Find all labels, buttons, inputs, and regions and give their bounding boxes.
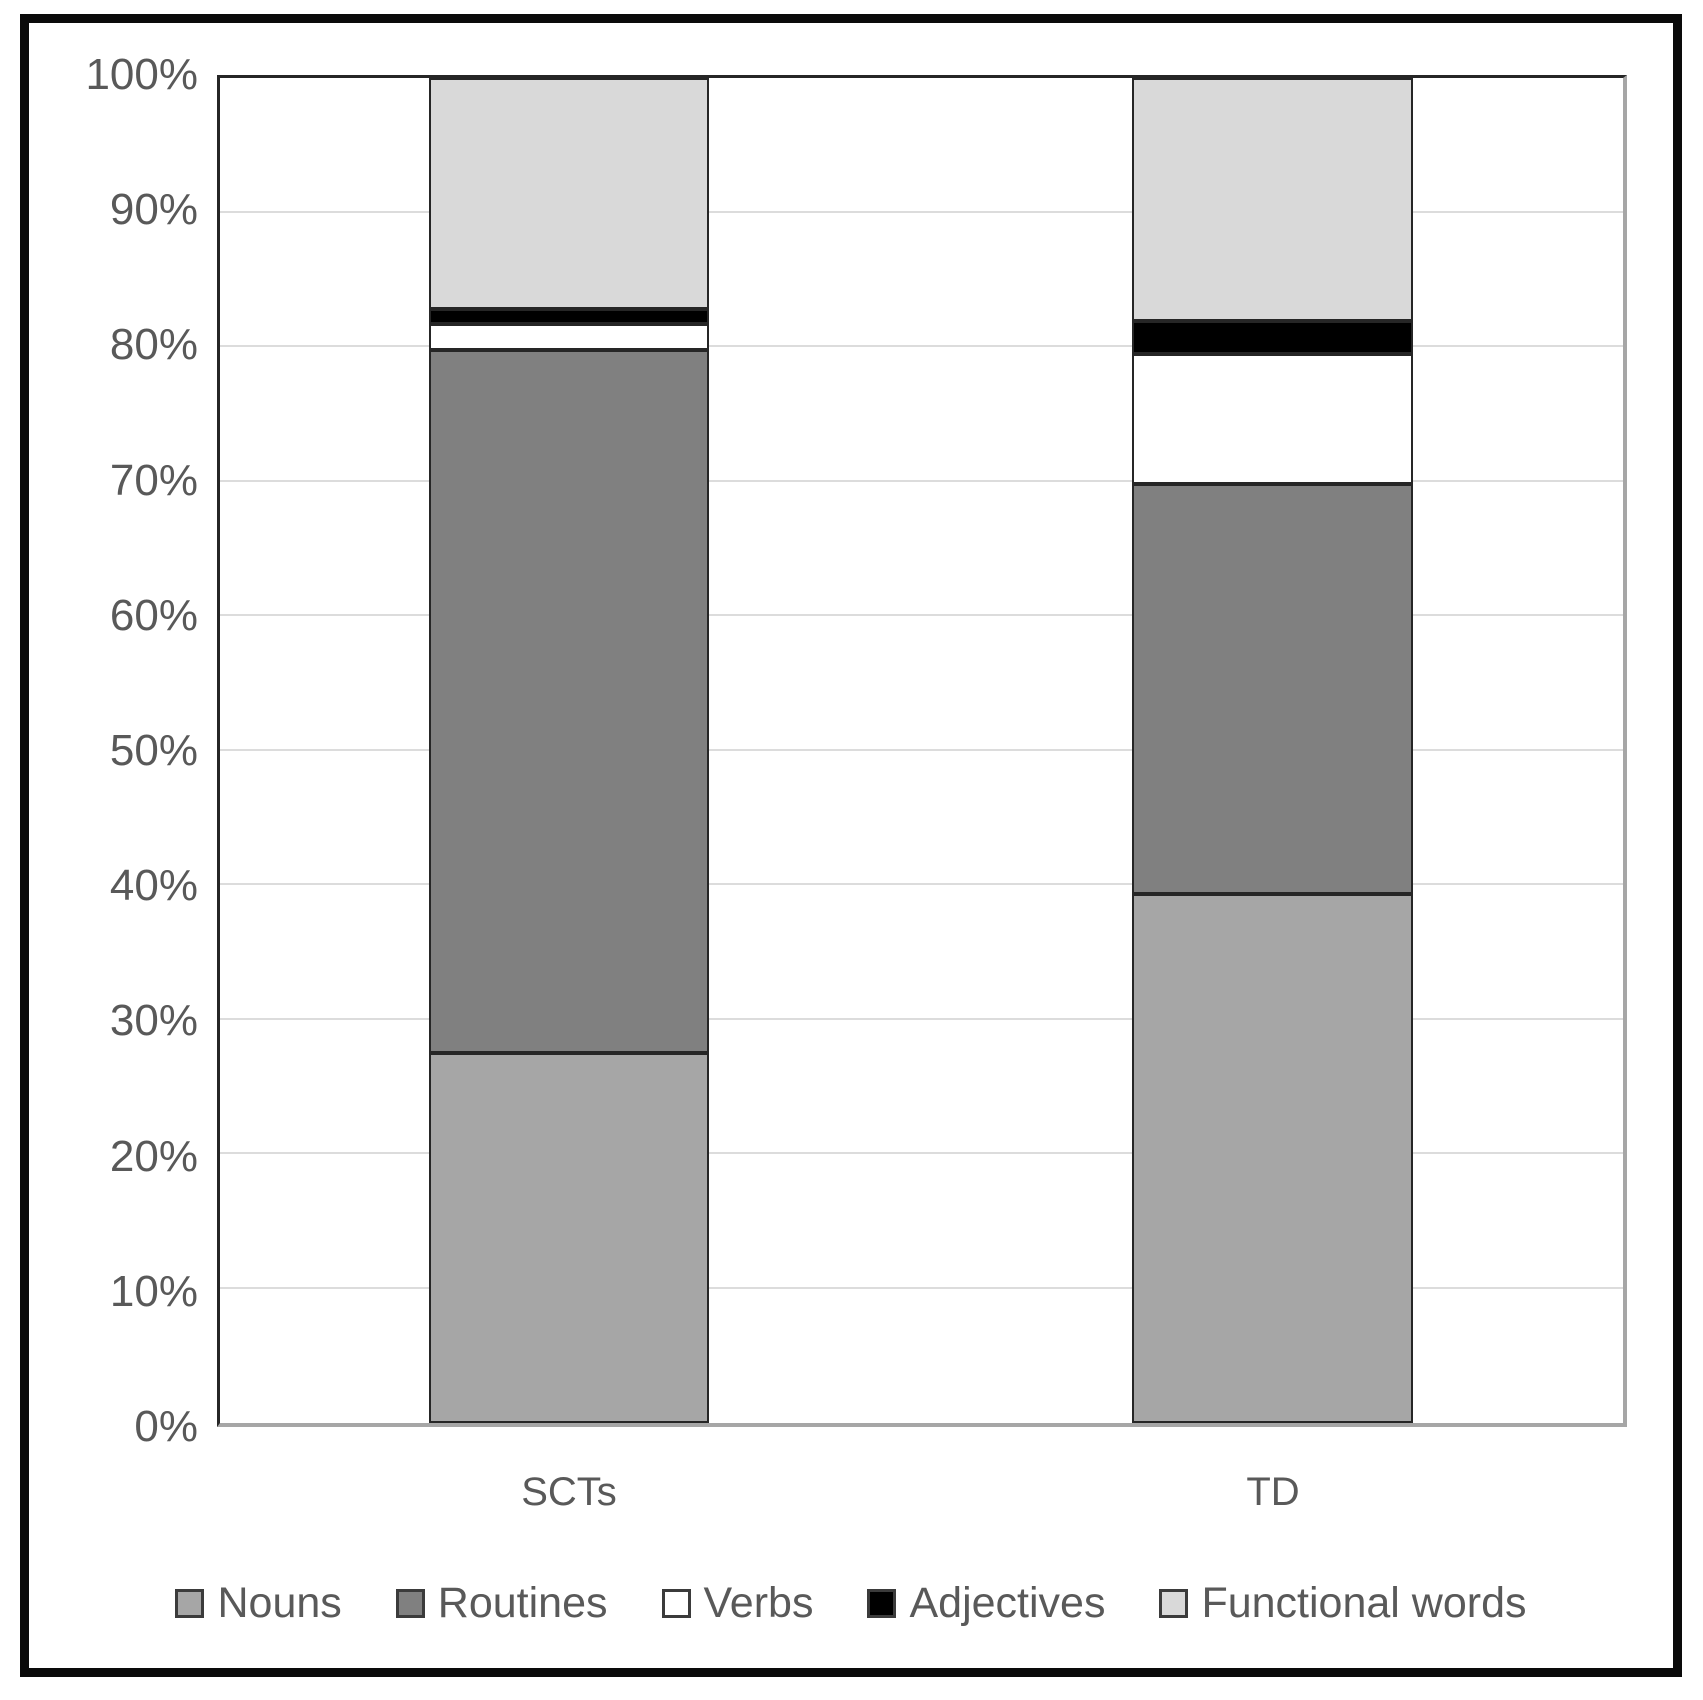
gridline [220, 1017, 1623, 1020]
y-axis-tick-label: 90% [109, 185, 198, 235]
y-axis-tick-label: 20% [109, 1131, 198, 1181]
gridline [220, 479, 1623, 482]
gridline [220, 883, 1623, 885]
gridline [220, 1286, 1623, 1289]
legend-item-verbs: Verbs [661, 1579, 814, 1628]
legend-swatch-functional-words [1159, 1589, 1189, 1618]
legend: Nouns Routines Verbs Adjectives Function… [29, 1579, 1673, 1628]
bar-segment-verbs [1132, 353, 1413, 485]
legend-swatch-adjectives [867, 1589, 897, 1618]
y-axis-tick-label: 50% [109, 726, 198, 775]
bar-segment-adjectives [1132, 321, 1413, 354]
bar-segment-verbs [429, 324, 709, 350]
legend-label-nouns: Nouns [217, 1579, 342, 1627]
gridline [220, 1152, 1623, 1154]
legend-label-functional-words: Functional words [1201, 1579, 1527, 1627]
gridline [220, 748, 1623, 751]
bar-segment-nouns [429, 1053, 709, 1423]
y-axis-tick-label: 70% [109, 455, 198, 505]
bar-td [1132, 78, 1413, 1423]
gridline [220, 210, 1623, 213]
legend-item-nouns: Nouns [175, 1579, 342, 1628]
x-axis-label-scts: SCTs [521, 1470, 617, 1514]
y-axis-tick-label: 30% [109, 996, 198, 1046]
legend-item-routines: Routines [395, 1579, 608, 1628]
x-axis-label-td: TD [1246, 1470, 1300, 1514]
y-axis-tick-label: 10% [109, 1266, 198, 1316]
legend-swatch-routines [395, 1589, 425, 1618]
y-axis-tick-label: 60% [109, 590, 198, 640]
legend-item-functional-words: Functional words [1159, 1579, 1527, 1628]
y-axis-tick-label: 80% [109, 320, 198, 370]
gridline [220, 345, 1623, 347]
y-axis: 0% 10% 20% 30% 40% 50% 60% 70% 80% 90% 100% [29, 50, 198, 1451]
legend-swatch-verbs [661, 1589, 691, 1618]
plot-area [217, 75, 1627, 1427]
figure-frame: 0% 10% 20% 30% 40% 50% 60% 70% 80% 90% 100% SCTs T… [20, 14, 1682, 1677]
y-axis-tick-label: 40% [109, 861, 198, 911]
bar-scts [429, 78, 709, 1423]
gridline [220, 614, 1623, 616]
y-axis-tick-label: 100% [85, 50, 198, 99]
bar-segment-routines [429, 349, 709, 1054]
legend-label-adjectives: Adjectives [909, 1579, 1106, 1627]
bar-segment-functional-words [429, 78, 709, 310]
legend-label-routines: Routines [437, 1579, 608, 1627]
bar-segment-nouns [1132, 894, 1413, 1423]
legend-swatch-nouns [175, 1589, 205, 1618]
bar-segment-routines [1132, 484, 1413, 895]
chart-canvas: 0% 10% 20% 30% 40% 50% 60% 70% 80% 90% 100% SCTs T… [29, 23, 1673, 1668]
legend-item-adjectives: Adjectives [867, 1579, 1105, 1628]
bar-segment-functional-words [1132, 78, 1413, 322]
legend-label-verbs: Verbs [703, 1579, 814, 1627]
bar-segment-adjectives [429, 309, 709, 325]
y-axis-tick-label: 0% [134, 1402, 198, 1451]
